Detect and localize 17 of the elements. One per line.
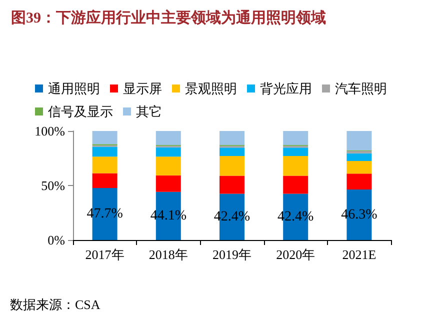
x-tick-label: 2017年: [85, 247, 124, 262]
legend-label: 景观照明: [185, 81, 237, 96]
y-tick-label: 50%: [41, 178, 66, 193]
y-tick-label: 100%: [34, 124, 66, 138]
x-tick-label: 2018年: [148, 247, 188, 262]
legend-label: 背光应用: [260, 81, 312, 96]
source-note: 数据来源：CSA: [10, 297, 101, 312]
legend-label: 信号及显示: [48, 104, 113, 119]
y-tick-label: 0%: [48, 232, 66, 248]
legend-label: 其它: [136, 104, 162, 119]
x-tick-label: 2020年: [276, 247, 316, 262]
legend-label: 通用照明: [48, 81, 100, 96]
x-tick-label: 2019年: [212, 247, 252, 262]
legend-label: 汽车照明: [335, 81, 387, 96]
chart-title: 图39：下游应用行业中主要领域为通用照明领域: [11, 8, 326, 26]
legend-label: 显示屏: [123, 81, 162, 96]
x-tick-label: 2021E: [342, 247, 376, 262]
